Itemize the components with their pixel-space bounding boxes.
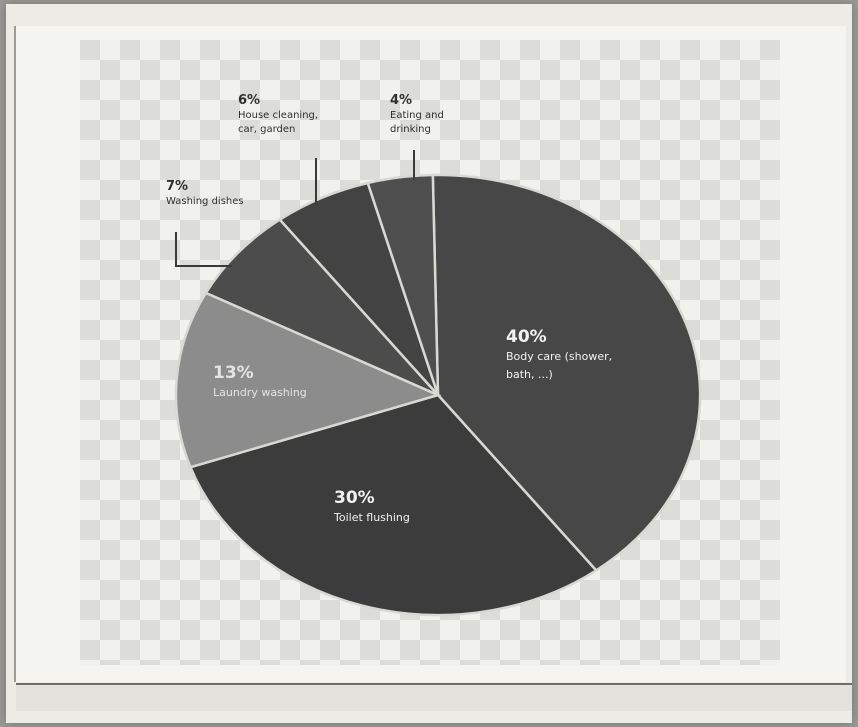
slice-pct-label-4: 6% xyxy=(238,93,260,108)
slice-desc-label-0-0: Body care (shower, xyxy=(506,350,612,363)
slice-desc-label-2-0: Laundry washing xyxy=(213,386,307,399)
slice-labels: 40% Body care (shower, bath, ...) 30% Toilet… xyxy=(166,93,612,524)
pie-slice-2 xyxy=(174,291,442,469)
slice-pct-label-2: 13% xyxy=(213,363,254,383)
slice-pct-label-1: 30% xyxy=(334,488,375,508)
pie-slice-0 xyxy=(431,173,702,573)
pie-slice-5 xyxy=(366,173,440,396)
leader-lines xyxy=(175,150,415,267)
slice-pct-label-3: 7% xyxy=(166,179,188,194)
pie-slices xyxy=(174,173,702,617)
slice-desc-label-0-1: bath, ...) xyxy=(506,368,553,381)
slice-desc-label-3-0: Washing dishes xyxy=(166,196,244,207)
slice-desc-label-5-1: drinking xyxy=(390,124,431,135)
slice-pct-label-5: 4% xyxy=(390,93,412,108)
pie-slice-1 xyxy=(188,393,599,617)
slice-desc-label-4-0: House cleaning, xyxy=(238,110,318,121)
leader-line-3 xyxy=(175,232,232,267)
paper-bottom-strip xyxy=(16,683,852,711)
slice-desc-label-5-0: Eating and xyxy=(390,110,444,121)
slice-desc-label-1-0: Toilet flushing xyxy=(333,511,410,524)
slice-desc-label-4-1: car, garden xyxy=(238,124,295,135)
slice-pct-label-0: 40% xyxy=(506,327,547,347)
pie-slice-3 xyxy=(204,217,439,397)
